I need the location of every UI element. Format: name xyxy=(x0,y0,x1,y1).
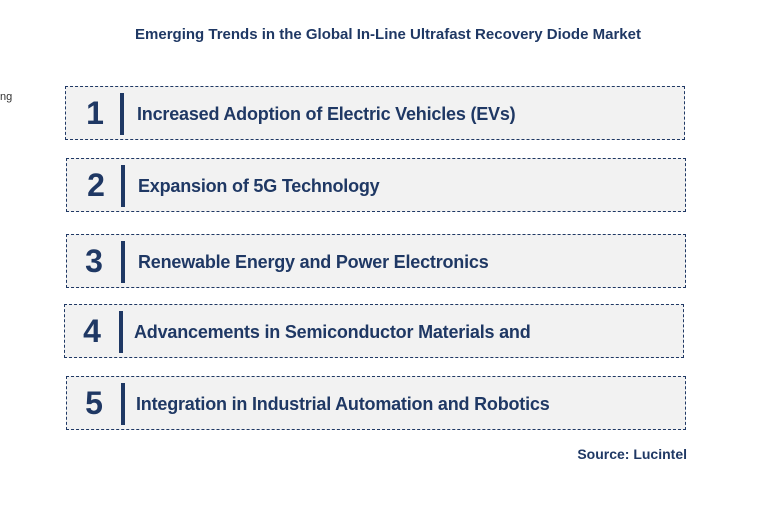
trend-number: 5 xyxy=(85,385,103,421)
trend-divider xyxy=(119,311,123,353)
trend-label: Integration in Industrial Automation and… xyxy=(136,394,550,414)
trend-divider xyxy=(121,383,125,425)
clipped-text-fragment: ng xyxy=(0,91,13,103)
trend-number: 2 xyxy=(87,167,105,203)
trend-number: 1 xyxy=(86,95,104,131)
trend-item-5: 5 Integration in Industrial Automation a… xyxy=(66,376,686,430)
trend-label: Expansion of 5G Technology xyxy=(138,176,380,196)
trend-divider xyxy=(120,93,124,135)
trend-label: Increased Adoption of Electric Vehicles … xyxy=(137,104,516,124)
source-credit: Source: Lucintel xyxy=(577,446,687,462)
trend-item-1: 1 Increased Adoption of Electric Vehicle… xyxy=(65,86,685,140)
trend-label: Renewable Energy and Power Electronics xyxy=(138,252,489,272)
diagram-title: Emerging Trends in the Global In-Line Ul… xyxy=(135,26,641,43)
trend-number: 4 xyxy=(83,313,101,349)
trend-number: 3 xyxy=(85,243,103,279)
trend-label: Advancements in Semiconductor Materials … xyxy=(134,322,531,342)
trend-divider xyxy=(121,165,125,207)
trend-divider xyxy=(121,241,125,283)
trend-item-4: 4 Advancements in Semiconductor Material… xyxy=(64,304,684,358)
trend-item-2: 2 Expansion of 5G Technology xyxy=(66,158,686,212)
trend-item-3: 3 Renewable Energy and Power Electronics xyxy=(66,234,686,288)
